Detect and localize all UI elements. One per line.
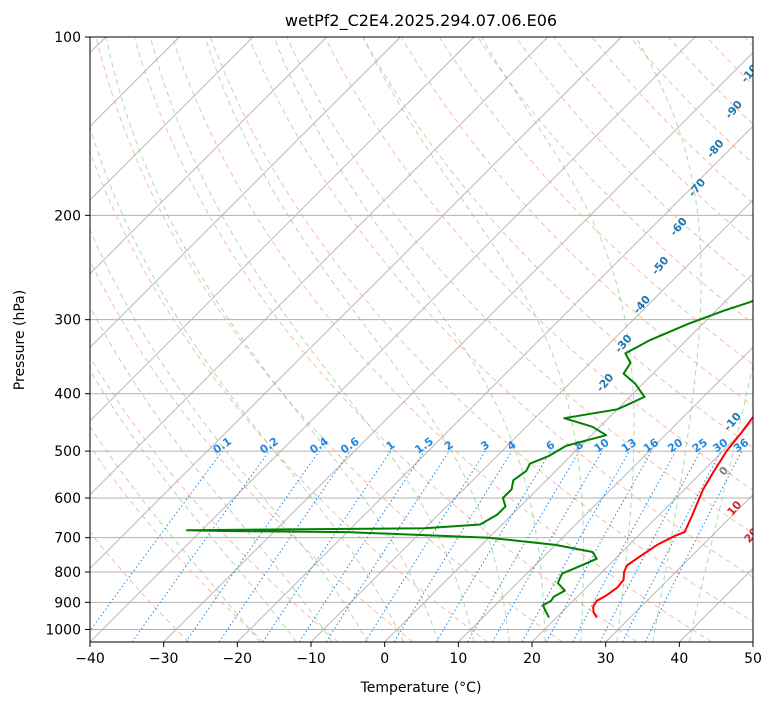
- isotherm-line: [163, 52, 753, 642]
- x-tick-label: −40: [75, 651, 105, 667]
- isotherm-line: [531, 420, 753, 642]
- dry-adiabat-label: 20: [742, 525, 762, 545]
- x-tick-label: −10: [296, 651, 326, 667]
- x-tick-label: 10: [449, 651, 467, 667]
- x-tick-label: −20: [223, 651, 253, 667]
- dewpoint-profile: [186, 299, 753, 619]
- x-tick-label: 40: [670, 651, 688, 667]
- isotherm-line: [384, 273, 753, 642]
- isotherm-line: [605, 494, 753, 642]
- y-tick-label: 600: [54, 491, 81, 507]
- x-tick-label: −30: [149, 651, 179, 667]
- y-tick-label: 300: [54, 313, 81, 329]
- dry-adiabat-line: [400, 37, 753, 407]
- dry-adiabat-line: [90, 259, 414, 642]
- isotherm-line: [90, 37, 696, 642]
- moist-adiabat-line: [90, 369, 297, 642]
- isotherm-line: [237, 125, 753, 642]
- moist-adiabat-line: [204, 37, 510, 642]
- isotherm-line: [458, 346, 753, 642]
- y-axis-ticks: 100 200 300 400 500 600 700 800 900 1000: [45, 30, 90, 638]
- mixing-ratio-line: [572, 450, 677, 642]
- mixing-ratio-line: [521, 450, 630, 642]
- y-tick-label: 100: [54, 30, 81, 46]
- dry-adiabat-line: [438, 37, 753, 366]
- dry-adiabat-line: [324, 37, 753, 491]
- mixing-ratio-line: [393, 450, 513, 642]
- y-axis-label: Pressure (hPa): [12, 290, 28, 390]
- moist-adiabat-line: [635, 37, 702, 642]
- y-tick-label: 1000: [45, 622, 81, 638]
- y-tick-label: 500: [54, 444, 81, 460]
- isotherm-line: [90, 37, 327, 275]
- y-tick-label: 200: [54, 208, 81, 224]
- dry-adiabat-line: [90, 356, 339, 642]
- mixing-ratio-line: [131, 450, 270, 642]
- sounding-profiles: [186, 299, 753, 619]
- temperature-profile: [592, 415, 753, 619]
- x-tick-label: 50: [744, 651, 762, 667]
- y-tick-label: 400: [54, 387, 81, 403]
- isotherm-line: [90, 37, 475, 422]
- y-tick-label: 700: [54, 531, 81, 547]
- x-tick-label: 20: [523, 651, 541, 667]
- x-tick-label: 30: [597, 651, 615, 667]
- x-axis-ticks: −40 −30 −20 −10 0 10 20 30 40 50: [75, 642, 762, 667]
- plot-frame: [89, 36, 754, 643]
- moist-adiabat-line: [90, 228, 369, 642]
- dry-adiabat-line: [133, 37, 638, 642]
- mixing-ratio-line: [435, 450, 552, 642]
- y-tick-label: 800: [54, 565, 81, 581]
- dry-adiabat-line: [210, 37, 753, 623]
- isotherm-line: [90, 37, 622, 569]
- chart-title: wetPf2_C2E4.2025.294.07.06.E06: [285, 11, 557, 31]
- dry-adiabat-line: [362, 37, 753, 449]
- dry-adiabat-line: [286, 37, 753, 534]
- moist-adiabat-line: [480, 37, 635, 642]
- background-lines: [90, 37, 753, 642]
- mixing-ratio-line: [90, 450, 223, 632]
- moist-adiabat-line: [273, 37, 546, 642]
- isotherm-line: [90, 37, 548, 496]
- isotherm-line: [90, 37, 401, 348]
- moist-adiabat-line: [90, 425, 261, 642]
- mixing-ratio-line: [545, 450, 653, 642]
- dry-adiabat-line: [90, 531, 190, 642]
- mixing-ratio-line: [364, 450, 486, 642]
- y-tick-label: 900: [54, 595, 81, 611]
- mixing-ratio-line: [185, 450, 320, 642]
- x-axis-label: Temperature (°C): [360, 680, 482, 696]
- isotherm-line: [90, 37, 254, 201]
- dry-adiabat-line: [248, 37, 753, 578]
- mixing-ratio-line: [218, 450, 351, 642]
- mixing-ratio-line: [491, 450, 603, 642]
- moist-adiabat-line: [362, 37, 585, 642]
- moist-adiabat-line: [105, 37, 440, 642]
- mixing-ratio-line: [325, 450, 450, 642]
- mixing-ratio-line: [467, 450, 580, 642]
- moist-adiabat-line: [90, 125, 404, 642]
- dry-adiabat-line: [95, 37, 563, 642]
- x-tick-label: 0: [380, 651, 389, 667]
